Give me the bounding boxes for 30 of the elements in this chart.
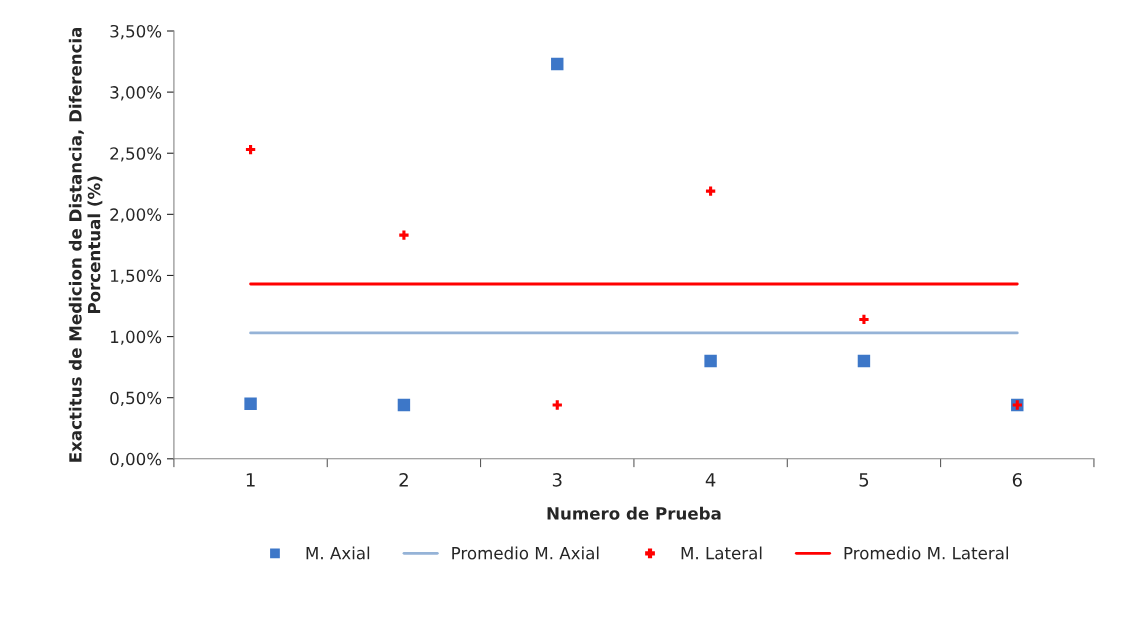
x-tick-label: 4 <box>705 473 716 487</box>
y-tick-label: 2,50% <box>110 147 162 162</box>
legend-label: M. Lateral <box>681 546 762 560</box>
point <box>551 57 564 71</box>
y-tick-label: 3,50% <box>110 24 162 40</box>
x-tick-label: 1 <box>246 473 255 487</box>
point <box>705 186 716 196</box>
y-tick-label: 0,50% <box>110 391 162 406</box>
y-tick-label: 0,00% <box>110 452 162 468</box>
point <box>857 354 871 368</box>
legend-label: Promedio M. Lateral <box>844 546 1008 560</box>
point <box>859 314 869 325</box>
point <box>397 398 411 412</box>
y-axis-title: Exactitus de Medicion de Distancia, Diferencia Porcentual (%) <box>68 27 103 462</box>
x-tick-label: 6 <box>1012 473 1022 487</box>
y-tick-label: 3,00% <box>110 86 162 101</box>
point <box>245 144 256 155</box>
point <box>552 400 562 410</box>
point <box>704 354 717 368</box>
legend-label: M. Axial <box>306 546 370 560</box>
x-tick-label: 3 <box>552 473 562 487</box>
point <box>244 397 257 411</box>
legend-label: Promedio M. Axial <box>452 546 599 560</box>
y-tick-label: 1,50% <box>110 269 162 284</box>
x-tick-label: 5 <box>859 473 869 487</box>
x-tick-label: 2 <box>399 473 408 487</box>
y-tick-label: 1,00% <box>110 330 162 345</box>
x-axis-title: Numero de Prueba <box>547 506 721 520</box>
y-tick-label: 2,00% <box>110 208 162 223</box>
point <box>399 230 409 240</box>
